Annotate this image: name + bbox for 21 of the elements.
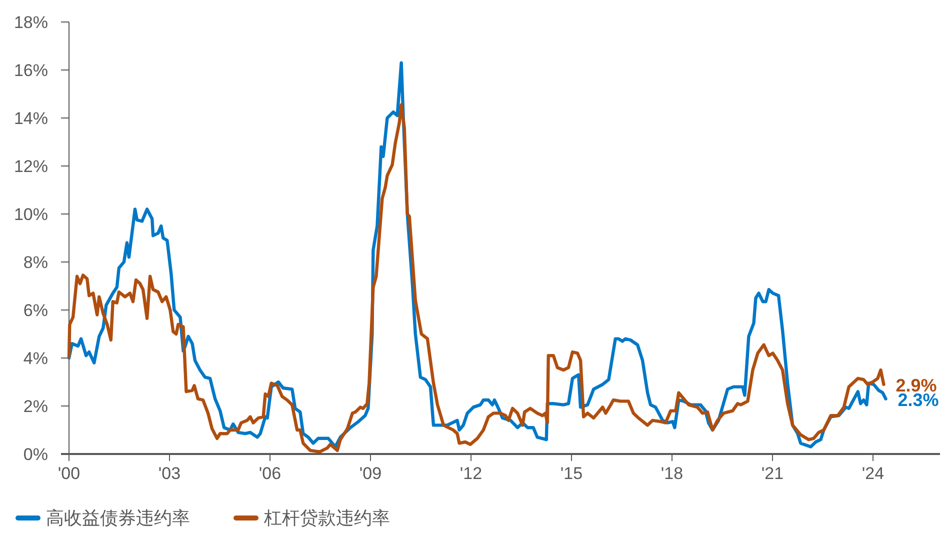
x-tick-label: '18: [660, 464, 684, 483]
x-tick-label: '21: [761, 464, 784, 483]
legend-label: 杠杆贷款违约率: [263, 508, 390, 528]
y-tick-label: 12%: [14, 157, 48, 176]
y-tick-label: 6%: [23, 301, 48, 320]
y-tick-label: 2%: [23, 397, 48, 416]
y-tick-label: 4%: [23, 349, 48, 368]
x-tick-label: '24: [862, 464, 884, 483]
y-tick-label: 8%: [23, 253, 48, 272]
legend-label: 高收益债券违约率: [46, 508, 190, 528]
y-tick-label: 10%: [14, 205, 48, 224]
x-tick-label: '03: [158, 464, 181, 483]
y-tick-label: 16%: [14, 61, 48, 80]
y-tick-label: 0%: [23, 445, 48, 464]
x-tick-label: '15: [560, 464, 583, 483]
x-tick-label: '06: [258, 464, 282, 483]
y-tick-label: 14%: [14, 109, 48, 128]
x-tick-label: '09: [359, 464, 382, 483]
x-tick-label: '00: [58, 464, 80, 483]
y-tick-label: 18%: [14, 13, 48, 32]
x-tick-label: '12: [460, 464, 482, 483]
